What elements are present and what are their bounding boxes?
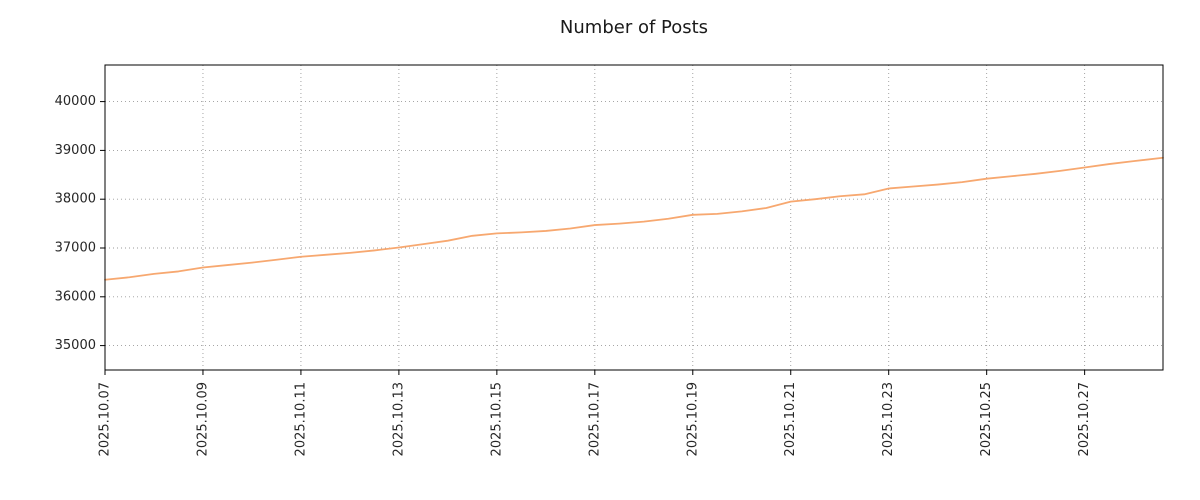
y-tick-label: 38000 — [55, 192, 96, 207]
chart-plot-area: 35000 36000 37000 38000 39000 40000 2025.10.07… — [55, 64, 1164, 456]
x-tick-label: 2025.10.13 — [391, 382, 406, 456]
y-tick-label: 40000 — [55, 94, 96, 109]
x-tick-label: 2025.10.25 — [979, 382, 994, 456]
chart-title: Number of Posts — [560, 17, 708, 38]
y-tick-label: 37000 — [55, 241, 96, 256]
x-tick-label: 2025.10.11 — [293, 382, 308, 456]
y-tick-label: 36000 — [55, 289, 96, 304]
y-tick-label: 39000 — [55, 143, 96, 158]
x-tick-label: 2025.10.27 — [1077, 382, 1092, 456]
x-tick-label: 2025.10.19 — [685, 382, 700, 456]
x-tick-label: 2025.10.09 — [195, 382, 210, 456]
x-tick-label: 2025.10.17 — [587, 382, 602, 456]
plot-frame — [104, 64, 1164, 371]
x-tick-label: 2025.10.21 — [783, 382, 798, 456]
y-tick-label: 35000 — [55, 338, 96, 353]
x-tick-label: 2025.10.15 — [489, 382, 504, 456]
data-line-number-of-posts — [104, 156, 1164, 281]
x-tick-label: 2025.10.07 — [98, 382, 113, 456]
x-tick-label: 2025.10.23 — [881, 382, 896, 456]
